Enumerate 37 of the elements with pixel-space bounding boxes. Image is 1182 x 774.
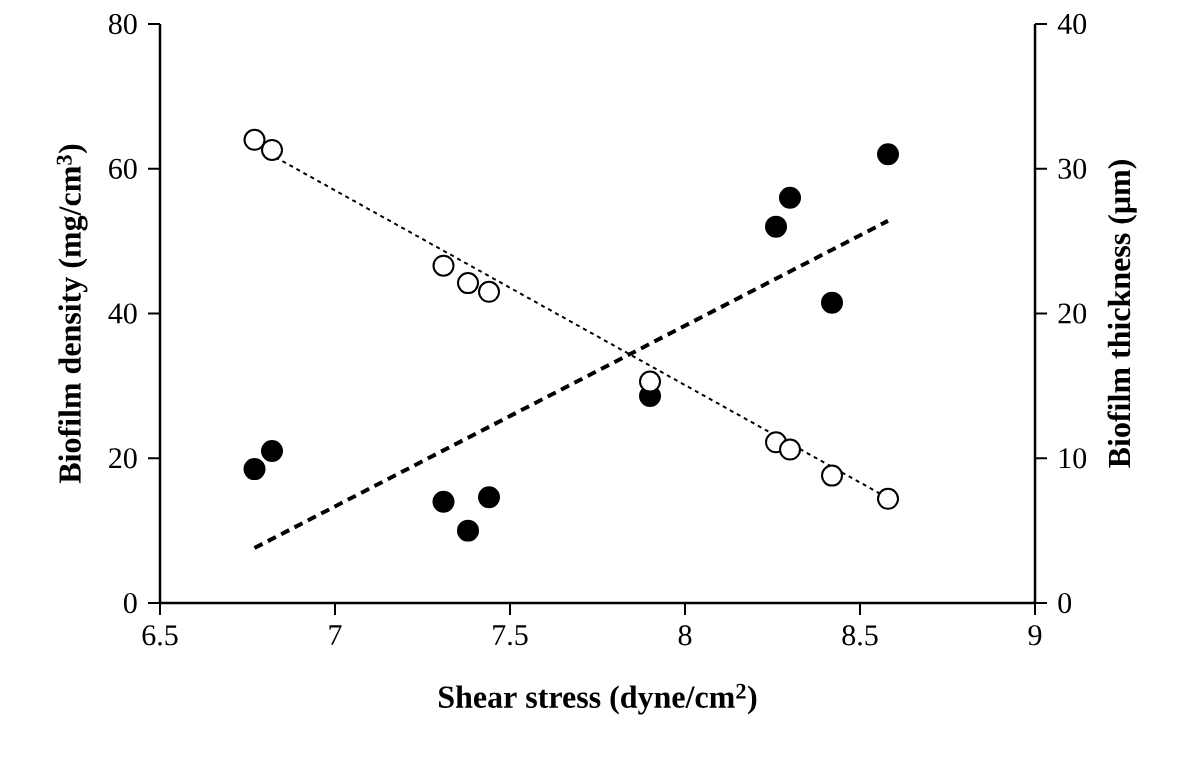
x-tick-label: 8 (678, 625, 692, 646)
y2-axis-title: Biofilm thickness (μm) (1107, 160, 1137, 468)
point (478, 280, 501, 303)
point (478, 486, 501, 509)
y2-tick-label: 20 (1058, 303, 1087, 324)
y2-tick-label: 30 (1058, 158, 1087, 179)
x-axis-title: Shear stress (dyne/cm$^{2}$) (439, 683, 757, 715)
point (457, 519, 480, 542)
y-tick-label: 80 (108, 13, 137, 35)
point (457, 272, 480, 295)
y-tick-label: 0 (123, 592, 137, 614)
point (821, 464, 844, 487)
point (243, 128, 266, 151)
point (821, 291, 844, 314)
point (779, 438, 802, 461)
point (877, 143, 900, 166)
x-tick-label: 7 (329, 625, 342, 645)
y-tick-label: 60 (109, 158, 137, 179)
y2-tick-label: 0 (1058, 592, 1072, 614)
x-tick-label: 7.5 (493, 625, 528, 646)
y2-tick-label: 10 (1059, 448, 1087, 469)
point (877, 487, 900, 510)
y-axis-title: Biofilm density (mg/cm$^{3}$) (56, 144, 88, 484)
x-tick-label: 8.5 (842, 625, 878, 646)
point (432, 254, 455, 277)
x-tick-label: 9 (1028, 625, 1042, 646)
point (779, 186, 802, 209)
point (639, 370, 662, 393)
x-tick-label: 6.5 (142, 625, 178, 646)
y-tick-label: 20 (109, 448, 137, 469)
point (765, 215, 788, 238)
point (261, 138, 284, 161)
point (243, 458, 266, 481)
y-tick-label: 40 (108, 303, 137, 324)
y2-tick-label: 40 (1057, 13, 1087, 35)
point (261, 440, 284, 463)
point (432, 490, 455, 513)
